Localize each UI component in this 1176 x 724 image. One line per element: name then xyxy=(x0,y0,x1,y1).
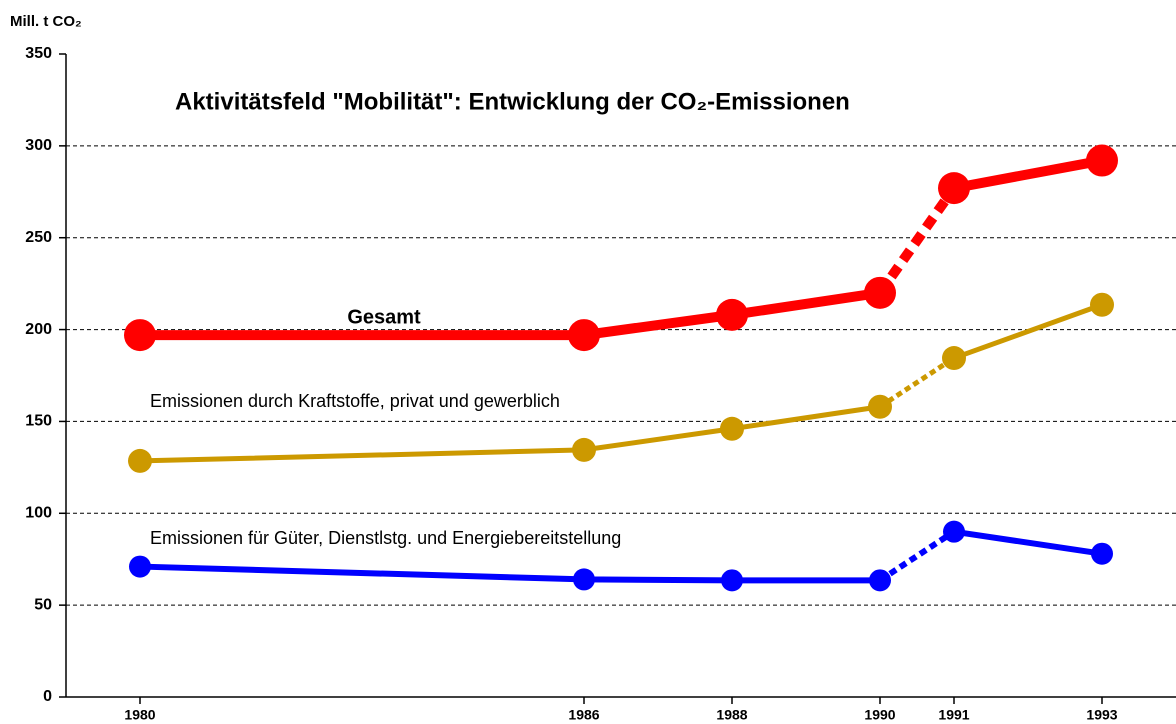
y-tick-label: 150 xyxy=(25,413,52,430)
line xyxy=(953,155,1103,194)
y-tick-label: 300 xyxy=(25,137,52,154)
marker xyxy=(128,448,152,473)
y-tick-label: 50 xyxy=(34,596,52,613)
marker xyxy=(943,520,965,543)
line-dashed xyxy=(875,185,959,296)
marker xyxy=(1086,144,1118,177)
line-dashed xyxy=(878,529,956,583)
x-tick-label: 1990 xyxy=(864,707,895,723)
marker xyxy=(573,568,595,591)
x-tick-label: 1988 xyxy=(716,707,747,723)
marker xyxy=(124,319,156,352)
x-tick-label: 1993 xyxy=(1086,707,1117,723)
marker xyxy=(1090,292,1114,317)
marker xyxy=(942,346,966,371)
marker xyxy=(720,416,744,441)
line xyxy=(953,528,1103,557)
marker xyxy=(721,569,743,592)
y-tick-label: 100 xyxy=(25,505,52,522)
x-tick-label: 1986 xyxy=(568,707,599,723)
marker xyxy=(129,555,151,578)
line xyxy=(953,302,1103,361)
x-tick-label: 1991 xyxy=(938,707,969,723)
line-dashed xyxy=(878,355,956,409)
marker xyxy=(1091,542,1113,565)
y-tick-label: 250 xyxy=(25,229,52,246)
y-tick-label: 350 xyxy=(25,45,52,62)
marker xyxy=(868,394,892,419)
y-tick-label: 200 xyxy=(25,321,52,338)
x-tick-label: 1980 xyxy=(124,707,155,723)
chart-title: Aktivitätsfeld "Mobilität": Entwicklung … xyxy=(175,88,850,115)
line xyxy=(139,563,880,584)
y-axis-label: Mill. t CO₂ xyxy=(10,13,82,30)
marker xyxy=(572,437,596,462)
series-label: Emissionen durch Kraftstoffe, privat und… xyxy=(150,391,560,411)
series-label: Emissionen für Güter, Dienstlstg. und En… xyxy=(150,528,621,548)
marker xyxy=(869,569,891,592)
marker xyxy=(568,319,600,352)
marker xyxy=(938,172,970,205)
series-label: Gesamt xyxy=(347,306,421,328)
line xyxy=(140,287,881,341)
marker xyxy=(864,276,896,309)
y-tick-label: 0 xyxy=(43,688,52,705)
line xyxy=(139,404,881,464)
marker xyxy=(716,298,748,331)
